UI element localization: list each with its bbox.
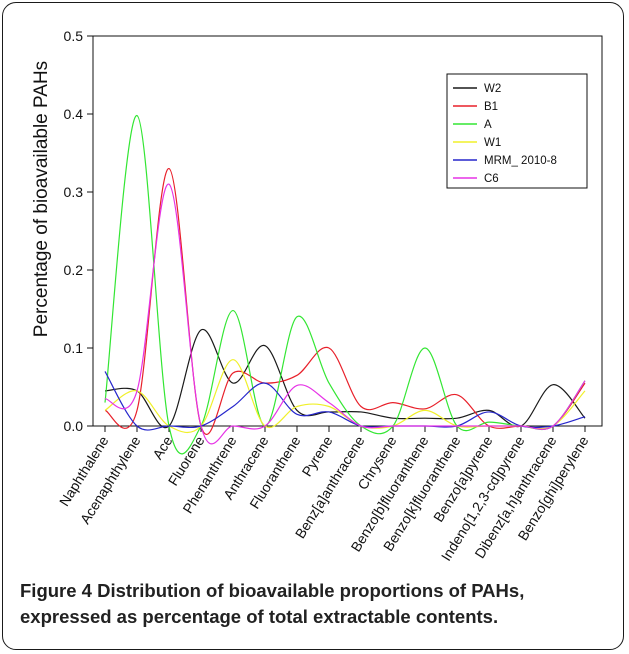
legend: W2 B1 A W1 MRM_ 2010-8 C6 — [446, 73, 588, 189]
legend-label: B1 — [484, 101, 498, 113]
y-tick-label: 0.0 — [64, 418, 84, 434]
legend-label: W2 — [484, 83, 501, 95]
series-line-5 — [104, 183, 586, 445]
series-line-0 — [104, 329, 586, 429]
series-line-2 — [104, 114, 586, 455]
y-tick-label: 0.2 — [64, 262, 84, 278]
line-chart: 0.00.10.20.30.40.5NaphthaleneAcenaphthyl… — [31, 28, 603, 564]
legend-box — [446, 73, 588, 189]
legend-label: MRM_ 2010-8 — [484, 155, 557, 167]
series-line-3 — [104, 359, 586, 433]
y-tick-label: 0.3 — [64, 184, 84, 200]
y-tick-label: 0.5 — [64, 28, 84, 44]
y-tick-label: 0.1 — [64, 340, 84, 356]
legend-label: C6 — [484, 173, 499, 185]
figure-caption: Figure 4 Distribution of bioavailable pr… — [20, 578, 610, 630]
series-layer — [104, 114, 586, 455]
y-axis-label: Percentage of bioavailable PAHs — [31, 61, 52, 337]
y-tick-label: 0.4 — [64, 106, 84, 122]
legend-label: A — [484, 119, 492, 131]
figure-label: Figure 4 — [20, 580, 92, 601]
caption-text: Distribution of bioavailable proportions… — [20, 580, 525, 627]
plot-border — [92, 35, 603, 427]
legend-label: W1 — [484, 137, 501, 149]
series-line-4 — [104, 371, 586, 431]
series-line-1 — [104, 167, 586, 435]
